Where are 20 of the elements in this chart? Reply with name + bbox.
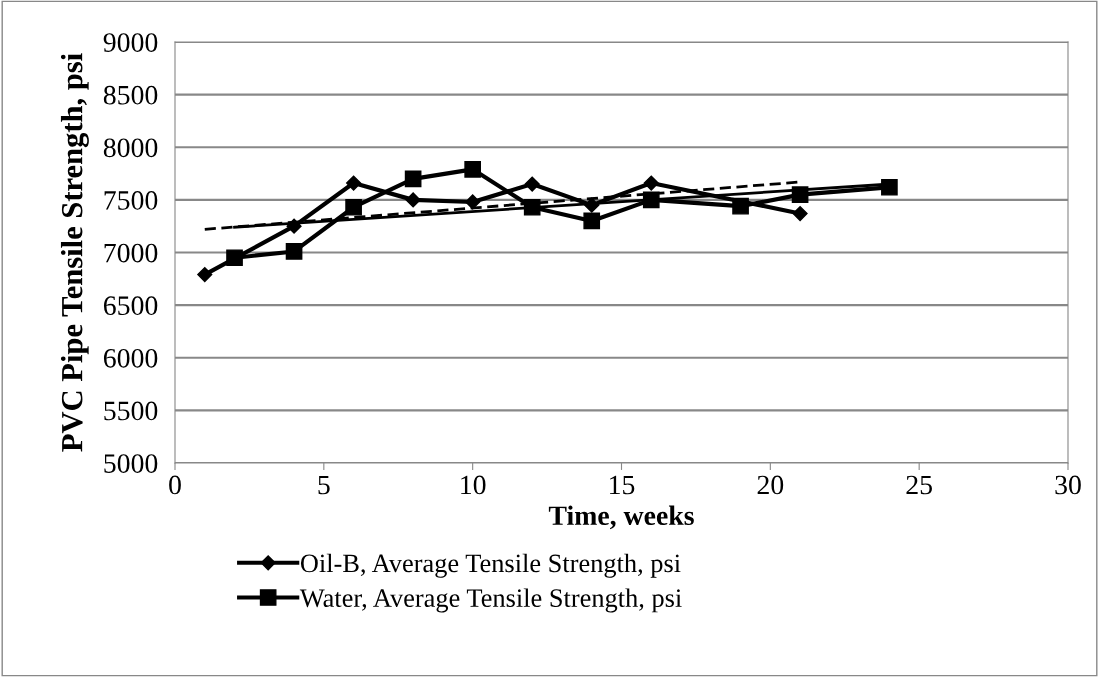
- legend-label: Water, Average Tensile Strength, psi: [299, 588, 682, 613]
- x-tick-label: 20: [757, 475, 784, 495]
- y-tick-label: 5500: [104, 401, 158, 421]
- y-tick-label: 6000: [103, 348, 158, 368]
- x-tick-label: 10: [461, 475, 486, 495]
- x-tick-label: 30: [1055, 475, 1081, 495]
- y-tick-label: 7000: [104, 243, 158, 263]
- x-tick-label: 25: [906, 475, 932, 495]
- y-tick-label: 6500: [103, 296, 158, 316]
- x-tick-label: 0: [169, 475, 181, 495]
- y-tick-label: 5000: [104, 454, 158, 473]
- y-axis-title: PVC Pipe Tensile Strength, psi: [60, 53, 89, 452]
- y-tick-label: 8500: [103, 85, 158, 105]
- y-tick-label: 8000: [103, 138, 158, 158]
- x-tick-label: 5: [318, 475, 330, 495]
- y-tick-label: 7500: [104, 191, 158, 210]
- legend-label: Oil-B, Average Tensile Strength, psi: [300, 553, 681, 578]
- y-tick-label: 9000: [103, 33, 158, 52]
- x-axis-title: Time, weeks: [548, 505, 694, 530]
- x-tick-label: 15: [610, 475, 635, 495]
